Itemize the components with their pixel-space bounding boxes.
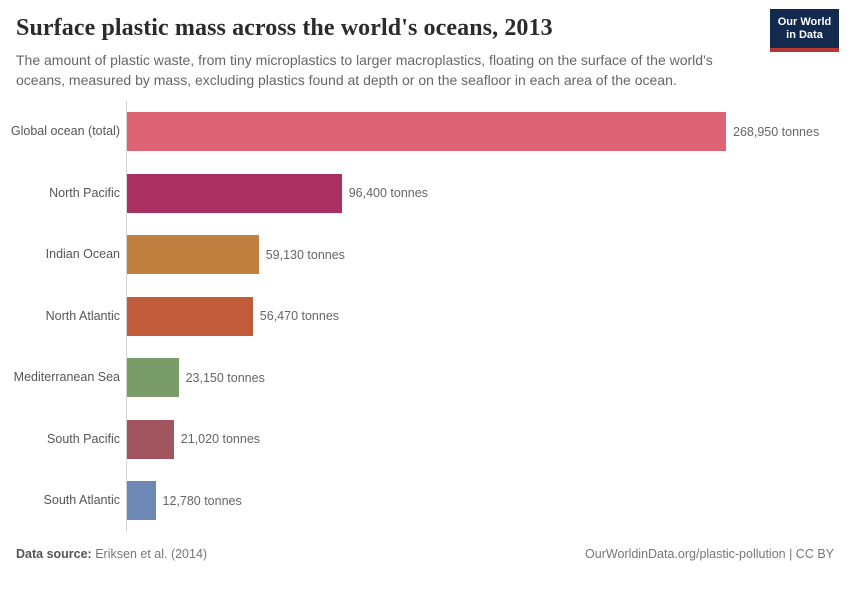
bar-value-label: 268,950 tonnes xyxy=(733,124,820,139)
category-label: North Atlantic xyxy=(45,308,120,323)
bar[interactable] xyxy=(127,296,253,336)
bar-cell: 56,470 tonnes xyxy=(126,285,850,347)
bar[interactable] xyxy=(127,358,179,398)
owid-footer-link[interactable]: OurWorldinData.org/plastic-pollution | C… xyxy=(585,546,834,561)
owid-logo[interactable]: Our World in Data xyxy=(770,9,839,52)
bar[interactable] xyxy=(127,173,342,213)
bar-cell: 12,780 tonnes xyxy=(126,470,850,532)
bar-cell: 59,130 tonnes xyxy=(126,224,850,286)
bar-cell: 21,020 tonnes xyxy=(126,408,850,470)
bar-value-label: 56,470 tonnes xyxy=(259,309,340,324)
bar-value-label: 23,150 tonnes xyxy=(185,370,265,385)
bar-row: North Pacific 96,400 tonnes xyxy=(0,162,850,224)
owid-logo-line2: in Data xyxy=(786,29,823,41)
category-label: Mediterranean Sea xyxy=(13,370,120,385)
owid-logo-text: Our World in Data xyxy=(770,9,839,48)
bar-value-label: 21,020 tonnes xyxy=(180,432,261,447)
bar-rows: Global ocean (total) 268,950 tonnes Nort… xyxy=(0,101,850,532)
bar-value-label: 96,400 tonnes xyxy=(348,186,428,201)
bar-row: South Atlantic 12,780 tonnes xyxy=(0,470,850,532)
page-title: Surface plastic mass across the world's … xyxy=(16,15,553,41)
category-label: South Atlantic xyxy=(43,493,120,508)
bar-row: North Atlantic 56,470 tonnes xyxy=(0,285,850,347)
bar[interactable] xyxy=(127,481,156,521)
owid-logo-line1: Our World xyxy=(777,16,832,28)
data-source-value: Eriksen et al. (2014) xyxy=(95,546,208,561)
bar-value-label: 12,780 tonnes xyxy=(162,493,242,508)
bar[interactable] xyxy=(127,419,174,459)
category-label: Indian Ocean xyxy=(45,247,120,262)
bar[interactable] xyxy=(127,112,726,152)
bar[interactable] xyxy=(127,235,259,275)
bar-row: Mediterranean Sea 23,150 tonnes xyxy=(0,347,850,409)
chart-header: Surface plastic mass across the world's … xyxy=(0,0,850,90)
bar-row: Indian Ocean 59,130 tonnes xyxy=(0,224,850,286)
data-source: Data source: Eriksen et al. (2014) xyxy=(16,547,207,561)
bar-row: Global ocean (total) 268,950 tonnes xyxy=(0,101,850,163)
bar-cell: 268,950 tonnes xyxy=(126,101,850,163)
bar-cell: 23,150 tonnes xyxy=(126,347,850,409)
chart-subtitle: The amount of plastic waste, from tiny m… xyxy=(16,52,713,88)
data-source-label: Data source: xyxy=(16,546,92,561)
category-label: North Pacific xyxy=(49,185,120,200)
bar-row: South Pacific 21,020 tonnes xyxy=(0,408,850,470)
bar-cell: 96,400 tonnes xyxy=(126,162,850,224)
category-label: South Pacific xyxy=(47,431,120,446)
chart-footer: Data source: Eriksen et al. (2014) OurWo… xyxy=(16,547,834,561)
category-label: Global ocean (total) xyxy=(10,124,120,139)
owid-logo-stripe xyxy=(770,48,839,52)
bar-value-label: 59,130 tonnes xyxy=(265,247,345,262)
bar-chart: Global ocean (total) 268,950 tonnes Nort… xyxy=(0,101,850,532)
